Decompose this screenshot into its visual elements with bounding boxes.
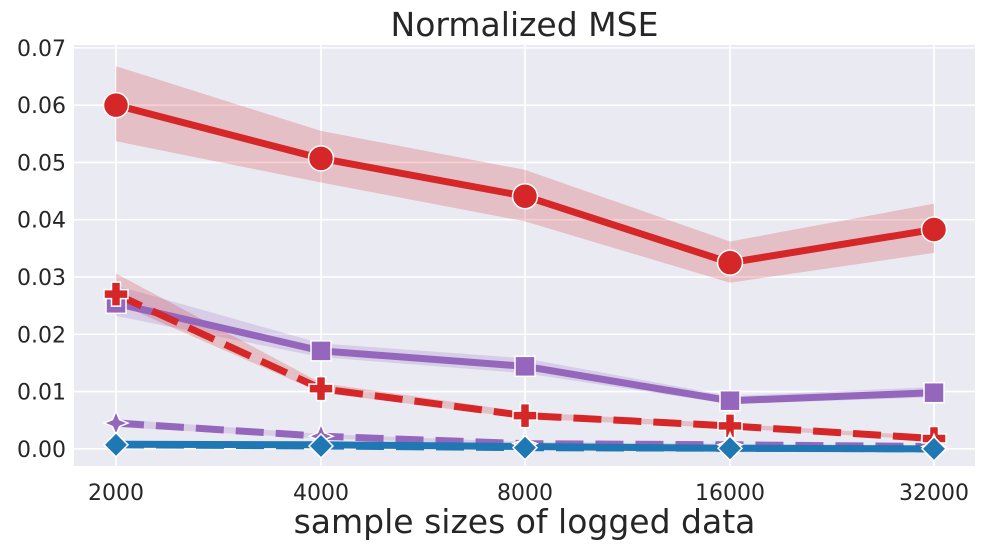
plus-marker	[103, 281, 129, 307]
series-markers	[102, 91, 948, 462]
circle-marker	[102, 91, 130, 119]
y-tick-label: 0.05	[17, 151, 66, 176]
y-tick-label: 0.03	[17, 266, 66, 291]
square-marker	[514, 355, 536, 378]
plus-marker	[512, 402, 538, 429]
diamond-marker	[920, 435, 948, 462]
chart-title: Normalized MSE	[391, 5, 659, 44]
diamond-marker	[716, 435, 744, 462]
y-tick-label: 0.04	[17, 209, 66, 234]
x-tick-labels: 2000 4000 8000 16000 32000	[88, 481, 969, 506]
plus-marker	[717, 413, 743, 439]
diamond-marker	[102, 431, 130, 458]
x-axis-label: sample sizes of logged data	[294, 502, 756, 541]
diamond-marker	[511, 434, 539, 461]
circle-marker	[716, 249, 744, 276]
series-line	[114, 290, 935, 442]
x-tick-label: 8000	[497, 481, 553, 506]
y-tick-label: 0.02	[17, 323, 66, 348]
y-tick-labels: 0.00 0.01 0.02 0.03 0.04 0.05 0.06 0.07	[17, 37, 66, 463]
x-tick-label: 2000	[88, 481, 144, 506]
y-tick-label: 0.00	[17, 438, 66, 463]
circle-marker	[307, 145, 335, 172]
y-tick-label: 0.07	[17, 37, 66, 62]
y-tick-label: 0.01	[17, 381, 66, 406]
square-marker	[719, 389, 741, 412]
x-tick-label: 32000	[899, 481, 969, 506]
confidence-band	[116, 66, 934, 283]
x-tick-label: 16000	[695, 481, 765, 506]
x-tick-label: 4000	[293, 481, 349, 506]
circle-marker	[511, 182, 539, 210]
diamond-marker	[307, 432, 335, 460]
y-tick-label: 0.06	[17, 94, 66, 119]
plus-marker	[308, 375, 334, 402]
square-marker	[923, 381, 945, 404]
circle-marker	[920, 216, 948, 243]
square-marker	[310, 340, 332, 362]
